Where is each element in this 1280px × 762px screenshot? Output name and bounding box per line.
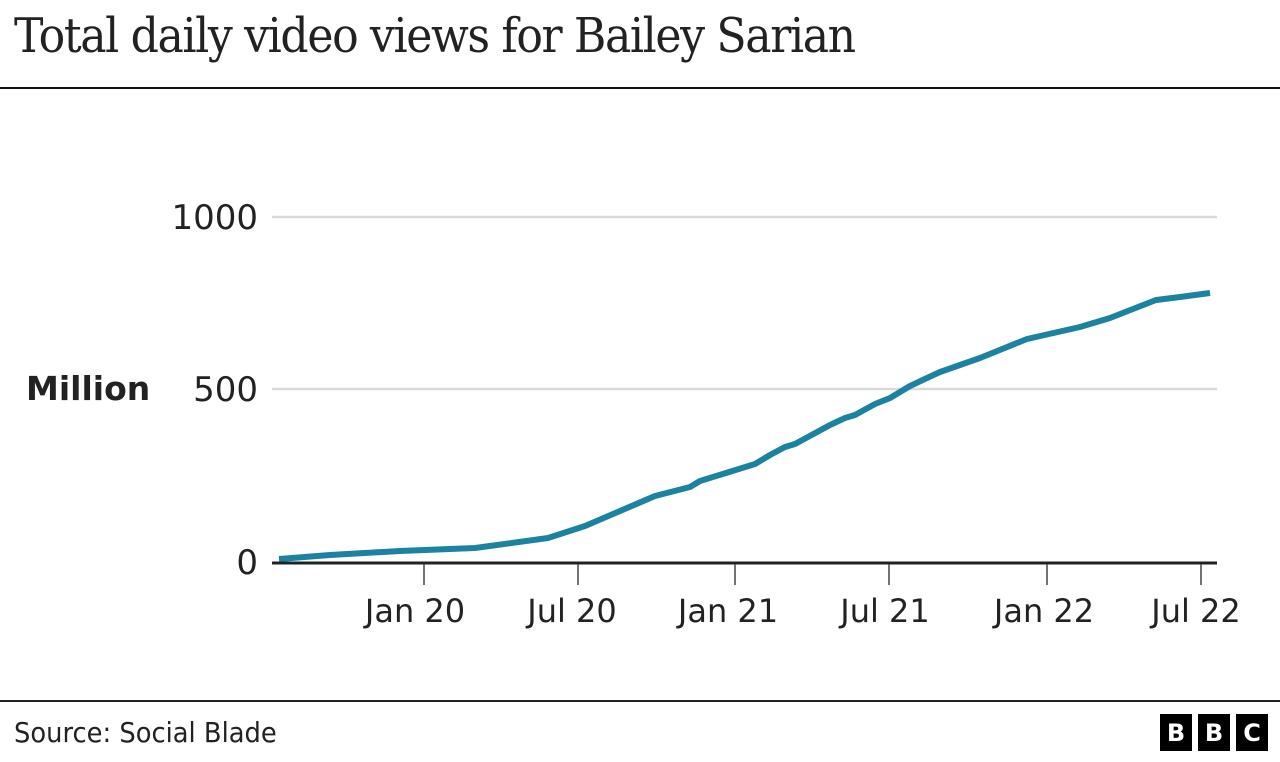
y-axis-label: Million: [26, 369, 150, 408]
views-line: [278, 290, 1211, 562]
x-tick-label-jan21: Jan 21: [676, 592, 778, 630]
title-divider: [0, 87, 1280, 89]
y-tick-500: 500: [193, 370, 258, 410]
x-tick-label-jan22: Jan 22: [992, 592, 1094, 630]
y-tick-1000: 1000: [171, 198, 258, 238]
x-tick-label-jan20: Jan 20: [363, 592, 465, 630]
x-tick-label-jul21: Jul 21: [838, 592, 930, 630]
x-tick-label-jul22: Jul 22: [1149, 592, 1241, 630]
bbc-logo-letter-b2: B: [1198, 714, 1230, 751]
bbc-logo-letter-c: C: [1236, 714, 1268, 751]
x-tick-label-jul20: Jul 20: [525, 592, 617, 630]
chart-title: Total daily video views for Bailey Saria…: [14, 8, 856, 64]
y-tick-0: 0: [236, 543, 258, 583]
bbc-logo: B B C: [1160, 714, 1268, 751]
bbc-logo-letter-b1: B: [1160, 714, 1192, 751]
source-label: Source: Social Blade: [14, 716, 277, 749]
footer-divider: [0, 700, 1280, 702]
line-chart: 1000 500 0 Million Jan 20 Jul 20 Jan 21 …: [26, 198, 1241, 630]
